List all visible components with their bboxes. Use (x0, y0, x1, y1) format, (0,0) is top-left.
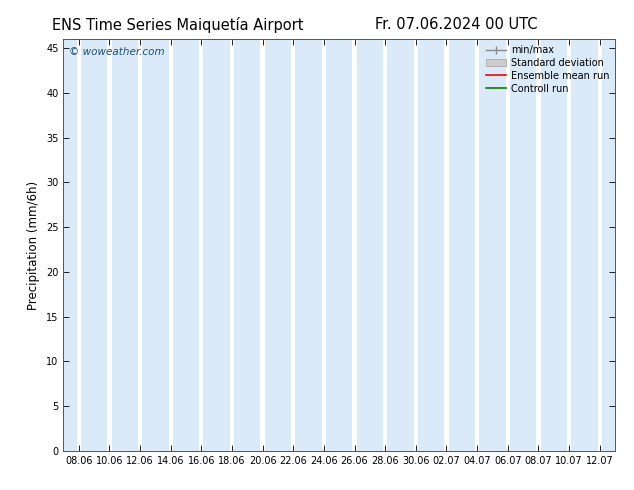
Bar (396, 39, 413, 451)
Bar (212, 39, 230, 451)
Bar (90, 39, 107, 451)
Bar (541, 39, 558, 451)
Bar (550, 39, 567, 451)
Bar (387, 39, 404, 451)
Bar (519, 39, 536, 451)
Bar (234, 39, 251, 451)
Bar (152, 39, 169, 451)
Legend: min/max, Standard deviation, Ensemble mean run, Controll run: min/max, Standard deviation, Ensemble me… (482, 41, 613, 98)
Text: Fr. 07.06.2024 00 UTC: Fr. 07.06.2024 00 UTC (375, 17, 538, 32)
Y-axis label: Precipitation (mm/6h): Precipitation (mm/6h) (27, 180, 41, 310)
Bar (274, 39, 291, 451)
Bar (488, 39, 505, 451)
Bar (265, 39, 282, 451)
Bar (60, 39, 77, 451)
Bar (173, 39, 190, 451)
Bar (81, 39, 98, 451)
Bar (182, 39, 199, 451)
Bar (112, 39, 129, 451)
Bar (458, 39, 475, 451)
Bar (427, 39, 444, 451)
Text: ENS Time Series Maiquetía Airport: ENS Time Series Maiquetía Airport (52, 17, 303, 33)
Bar (479, 39, 496, 451)
Bar (243, 39, 261, 451)
Bar (295, 39, 313, 451)
Bar (510, 39, 527, 451)
Bar (120, 39, 138, 451)
Bar (142, 39, 159, 451)
Text: © woweather.com: © woweather.com (69, 48, 165, 57)
Bar (335, 39, 353, 451)
Bar (366, 39, 383, 451)
Bar (326, 39, 343, 451)
Bar (304, 39, 321, 451)
Bar (580, 39, 597, 451)
Bar (357, 39, 374, 451)
Bar (602, 39, 619, 451)
Bar (418, 39, 435, 451)
Bar (571, 39, 588, 451)
Bar (449, 39, 466, 451)
Bar (204, 39, 221, 451)
